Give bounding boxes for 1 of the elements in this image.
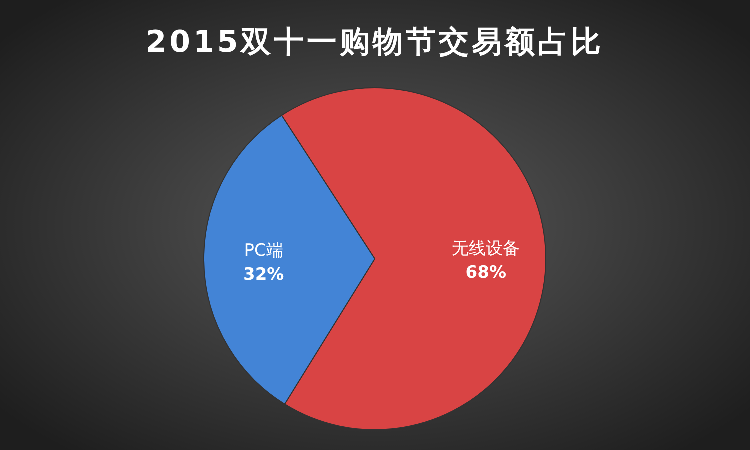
title: 2015双十一购物节交易额占比: [146, 25, 604, 60]
